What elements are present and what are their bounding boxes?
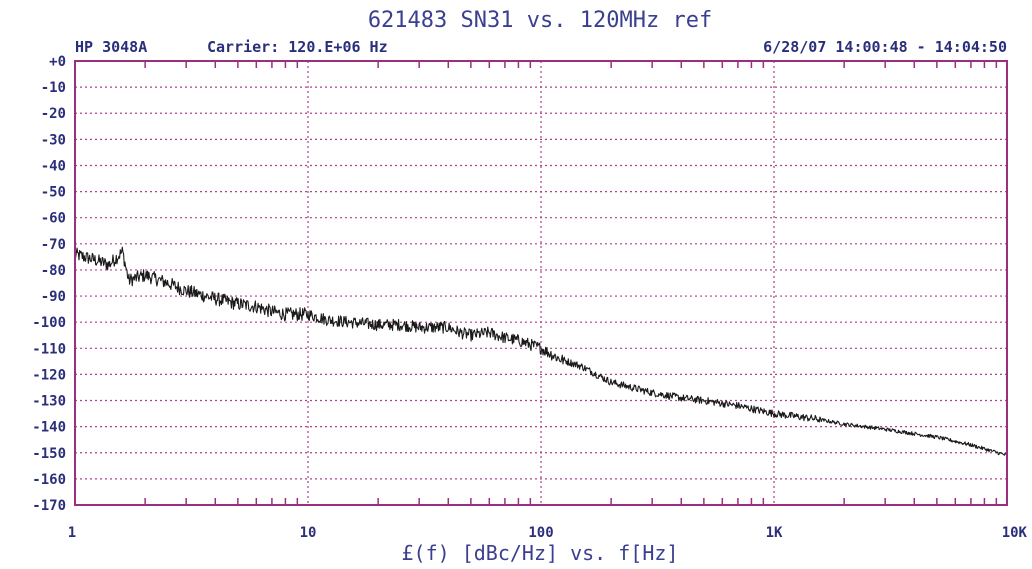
y-tick-label: -30 (41, 132, 66, 148)
y-tick-label: -120 (32, 367, 66, 383)
y-tick-label: -150 (32, 446, 66, 462)
y-tick-label: -160 (32, 472, 66, 488)
x-tick-labels: 1 10 100 1K 10K (68, 525, 1028, 541)
x-tick-label: 1 (68, 525, 76, 541)
instrument-label: HP 3048A (75, 38, 147, 56)
y-tick-label: -40 (41, 158, 66, 174)
x-tick-label: 1K (766, 525, 783, 541)
y-tick-label: -60 (41, 211, 66, 227)
grid (75, 61, 1007, 505)
y-tick-label: -20 (41, 106, 66, 122)
x-tick-label: 100 (528, 525, 553, 541)
x-tick-label: 10K (1002, 525, 1028, 541)
trace (74, 246, 1008, 456)
x-tick-label: 10 (300, 525, 317, 541)
y-tick-label: +0 (49, 54, 66, 70)
y-tick-label: -170 (32, 498, 66, 514)
y-tick-label: -140 (32, 420, 66, 436)
y-tick-label: -70 (41, 237, 66, 253)
chart-title: 621483 SN31 vs. 120MHz ref (368, 8, 712, 33)
plot-frame (74, 60, 1008, 506)
y-tick-label: -10 (41, 80, 66, 96)
y-tick-label: -90 (41, 289, 66, 305)
y-tick-label: -130 (32, 394, 66, 410)
y-tick-label: -50 (41, 185, 66, 201)
datetime-label: 6/28/07 14:00:48 - 14:04:50 (763, 38, 1007, 56)
y-tick-label: -110 (32, 341, 66, 357)
phase-noise-trace (74, 246, 1008, 456)
y-tick-label: -80 (41, 263, 66, 279)
x-axis-title: £(f) [dBc/Hz] vs. f[Hz] (402, 541, 679, 565)
y-tick-label: -100 (32, 315, 66, 331)
y-tick-labels: +0 -10 -20 -30 -40 -50 -60 -70 -80 -90 -100 -110 -12… (32, 54, 66, 514)
carrier-label: Carrier: 120.E+06 Hz (207, 38, 388, 56)
